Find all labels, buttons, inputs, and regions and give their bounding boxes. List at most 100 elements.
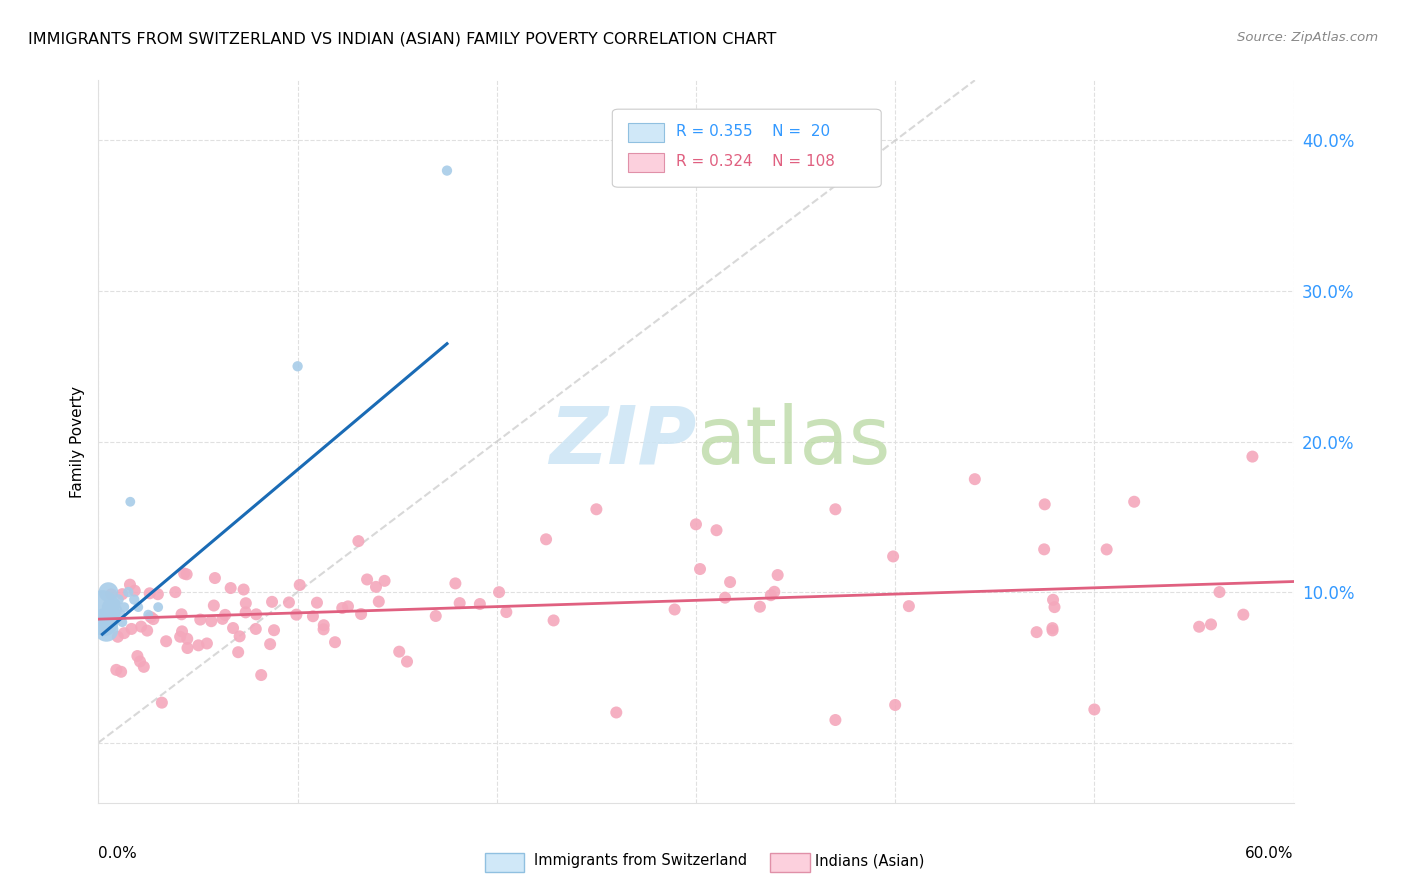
Point	[748, 599, 770, 614]
Point	[105, 663, 128, 677]
Point	[824, 713, 846, 727]
Point	[1241, 450, 1264, 464]
Point	[187, 638, 209, 652]
Point	[235, 606, 257, 620]
Point	[1033, 542, 1056, 557]
Point	[124, 592, 146, 607]
Point	[824, 502, 846, 516]
Point	[110, 607, 132, 622]
Point	[336, 599, 359, 614]
Text: 0.0%: 0.0%	[98, 847, 138, 861]
Point	[176, 640, 198, 655]
Point	[1208, 585, 1230, 599]
Point	[356, 573, 378, 587]
Point	[374, 574, 396, 588]
Point	[312, 618, 335, 632]
Point	[117, 585, 139, 599]
Point	[250, 668, 273, 682]
Point	[100, 587, 122, 601]
Point	[235, 596, 257, 610]
Point	[136, 624, 159, 638]
Point	[685, 517, 707, 532]
Point	[689, 562, 711, 576]
Point	[228, 629, 250, 643]
Point	[148, 600, 170, 615]
Point	[214, 607, 236, 622]
FancyBboxPatch shape	[628, 153, 664, 172]
Point	[170, 607, 193, 622]
Point	[288, 578, 311, 592]
Point	[1083, 702, 1105, 716]
Point	[195, 636, 218, 650]
Point	[170, 624, 193, 639]
Point	[436, 163, 458, 178]
Point	[127, 600, 149, 615]
Point	[173, 566, 195, 581]
Point	[111, 587, 134, 601]
Point	[127, 648, 149, 663]
Point	[232, 582, 254, 597]
Point	[364, 580, 387, 594]
Point	[1042, 624, 1064, 638]
Point	[1025, 625, 1047, 640]
Point	[245, 622, 267, 636]
Point	[91, 600, 114, 615]
Point	[444, 576, 467, 591]
Point	[287, 359, 309, 374]
Point	[395, 655, 418, 669]
Point	[323, 635, 346, 649]
Text: 60.0%: 60.0%	[1246, 847, 1294, 861]
Point	[759, 588, 782, 602]
Text: Source: ZipAtlas.com: Source: ZipAtlas.com	[1237, 31, 1378, 45]
Point	[136, 607, 159, 622]
Point	[129, 655, 152, 669]
Point	[146, 587, 169, 601]
Point	[350, 607, 373, 621]
Point	[1033, 497, 1056, 511]
Point	[766, 568, 789, 582]
Point	[1095, 542, 1118, 557]
Point	[285, 607, 308, 622]
Point	[107, 630, 129, 644]
Point	[534, 533, 557, 547]
Text: IMMIGRANTS FROM SWITZERLAND VS INDIAN (ASIAN) FAMILY POVERTY CORRELATION CHART: IMMIGRANTS FROM SWITZERLAND VS INDIAN (A…	[28, 31, 776, 46]
Text: atlas: atlas	[696, 402, 890, 481]
Point	[142, 612, 165, 626]
Point	[204, 571, 226, 585]
Point	[706, 523, 728, 537]
Point	[211, 612, 233, 626]
Point	[112, 626, 135, 640]
Point	[124, 583, 146, 598]
Point	[155, 634, 177, 648]
Point	[897, 599, 920, 614]
Text: R = 0.324    N = 108: R = 0.324 N = 108	[676, 154, 835, 169]
Point	[882, 549, 904, 564]
Y-axis label: Family Poverty: Family Poverty	[70, 385, 86, 498]
Point	[305, 596, 328, 610]
Point	[425, 609, 447, 624]
Point	[150, 696, 173, 710]
Point	[226, 645, 249, 659]
Text: Immigrants from Switzerland: Immigrants from Switzerland	[534, 854, 748, 868]
Point	[263, 624, 285, 638]
Point	[278, 595, 301, 609]
Point	[118, 577, 141, 591]
Text: Indians (Asian): Indians (Asian)	[815, 854, 925, 868]
Point	[176, 632, 198, 646]
Point	[219, 581, 242, 595]
Point	[103, 597, 125, 611]
Point	[138, 586, 160, 600]
Point	[763, 584, 786, 599]
Point	[188, 613, 211, 627]
Point	[488, 585, 510, 599]
Point	[347, 534, 370, 549]
Point	[259, 637, 281, 651]
Point	[664, 602, 686, 616]
Point	[302, 609, 325, 624]
Text: ZIP: ZIP	[548, 402, 696, 481]
Point	[245, 607, 267, 622]
Point	[176, 567, 198, 582]
Point	[93, 615, 115, 630]
Point	[1042, 592, 1064, 607]
Point	[714, 591, 737, 605]
